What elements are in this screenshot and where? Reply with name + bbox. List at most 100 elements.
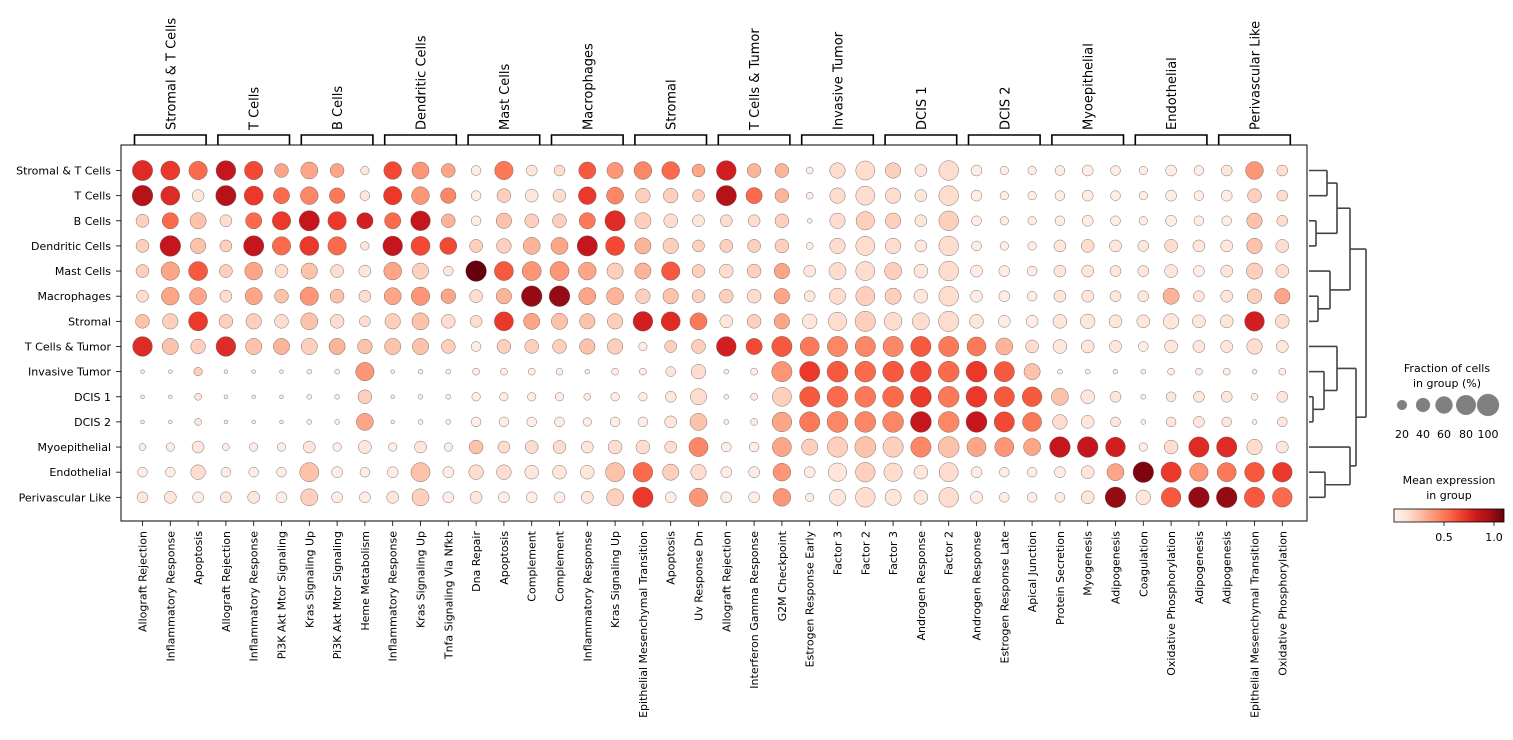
dot <box>300 161 319 180</box>
group-bracket <box>300 134 374 145</box>
dot <box>1080 415 1095 429</box>
dot <box>272 236 291 256</box>
dot <box>802 313 818 329</box>
group-label: Stromal <box>665 79 680 130</box>
dot <box>966 437 987 457</box>
dot <box>248 467 259 478</box>
dot <box>611 367 619 376</box>
dot <box>1216 462 1237 482</box>
dot <box>445 419 451 425</box>
dot <box>913 465 929 480</box>
dot <box>938 160 959 181</box>
group-label: Perivascular Like <box>1249 21 1264 130</box>
dot <box>244 287 263 305</box>
dot <box>159 235 181 257</box>
dot <box>1140 419 1146 425</box>
dot <box>1054 215 1066 226</box>
dot <box>470 341 482 352</box>
dot <box>715 185 737 206</box>
column-label: Allograft Rejection <box>720 531 733 632</box>
dot <box>1022 386 1043 407</box>
dot <box>606 262 624 280</box>
dot <box>882 360 904 383</box>
dot <box>1136 314 1151 329</box>
dot <box>1080 389 1095 404</box>
dot <box>1276 340 1289 353</box>
dot <box>999 492 1010 503</box>
size-legend-label: 100 <box>1478 428 1499 441</box>
dot <box>799 336 820 357</box>
column-label: Inflammatory Response <box>387 531 400 662</box>
dot <box>747 214 761 228</box>
dot <box>329 314 345 329</box>
dot <box>692 214 705 228</box>
dot <box>1049 436 1071 458</box>
dot <box>965 411 988 433</box>
dot <box>914 239 928 253</box>
dot <box>638 392 648 402</box>
dot <box>605 462 625 482</box>
column-label: G2M Checkpoint <box>776 530 789 621</box>
row-label: Mast Cells <box>55 265 111 278</box>
dot <box>555 392 564 402</box>
dot <box>137 467 148 478</box>
dot <box>606 186 624 205</box>
dot <box>442 491 454 504</box>
dot <box>327 211 347 231</box>
dot <box>1109 290 1122 302</box>
dot <box>1138 341 1149 352</box>
dot <box>1080 239 1095 253</box>
dot <box>606 488 624 507</box>
dot <box>578 186 597 205</box>
dot <box>691 264 706 278</box>
dot <box>578 287 597 305</box>
dot <box>331 491 343 504</box>
dot <box>1027 241 1037 251</box>
dot <box>494 311 514 332</box>
dot <box>750 418 758 426</box>
column-label: Complement <box>554 530 567 601</box>
dot <box>387 466 399 478</box>
size-legend-dot <box>1415 397 1431 413</box>
dot <box>828 262 847 280</box>
group-bracket <box>717 134 791 145</box>
dot <box>1167 367 1175 376</box>
dot <box>966 336 987 357</box>
dot <box>828 311 847 331</box>
dot <box>359 467 371 478</box>
dot <box>971 240 982 252</box>
column-label: Myogenesis <box>1082 531 1095 596</box>
dot <box>524 465 539 480</box>
dot <box>1080 339 1095 354</box>
dot <box>1137 290 1150 302</box>
dot <box>829 212 846 229</box>
dot <box>496 188 512 203</box>
dot <box>140 394 145 399</box>
dot <box>883 462 903 482</box>
dot <box>969 314 984 329</box>
dot <box>1278 367 1286 376</box>
dot <box>1052 414 1068 430</box>
dot <box>746 289 762 304</box>
dot <box>440 187 457 204</box>
dot <box>410 210 431 231</box>
dot <box>162 313 179 330</box>
row-label: Stromal & T Cells <box>16 165 111 178</box>
dot <box>1054 466 1066 478</box>
dot <box>723 368 729 375</box>
dot <box>884 287 902 305</box>
dot <box>607 439 623 455</box>
dot <box>719 263 734 279</box>
column-label: Pi3K Akt Mtor Signaling <box>276 531 289 659</box>
dot <box>136 289 149 303</box>
dot <box>411 161 430 180</box>
dot <box>470 190 482 201</box>
dot <box>606 287 624 305</box>
dot <box>885 187 902 204</box>
dot <box>469 315 483 328</box>
column-label: Kras Signaling Up <box>609 531 622 628</box>
dot <box>1140 368 1146 375</box>
dot <box>552 188 567 203</box>
dot <box>746 163 762 178</box>
dot <box>553 164 566 177</box>
